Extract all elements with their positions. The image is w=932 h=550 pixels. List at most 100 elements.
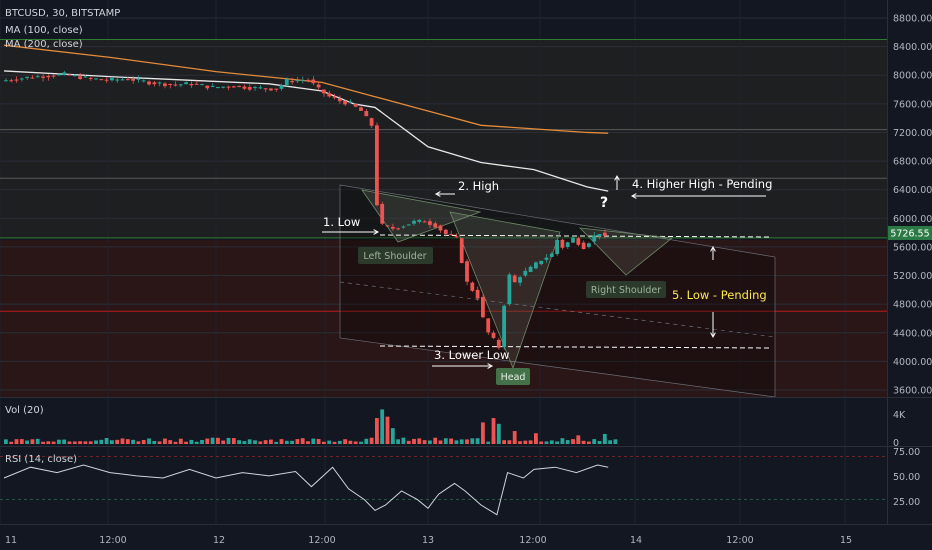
volume-bar <box>544 441 549 444</box>
candle-body <box>364 111 369 117</box>
candle-body <box>104 79 109 81</box>
volume-bar <box>518 441 522 444</box>
volume-bar <box>369 437 374 444</box>
volume-bar <box>205 438 210 444</box>
ma200-legend[interactable]: MA (200, close) <box>5 39 83 50</box>
volume-spike <box>576 435 581 444</box>
volume-bar <box>443 438 448 444</box>
candle-body <box>555 239 559 255</box>
rsi-legend: RSI (14, close) <box>5 454 77 465</box>
volume-bar <box>608 440 612 444</box>
volume-bar <box>194 441 199 444</box>
candle-body <box>51 75 56 77</box>
volume-bar <box>422 440 427 444</box>
volume-bar <box>25 440 29 444</box>
candle-body <box>120 79 125 81</box>
candle-body <box>263 88 268 90</box>
right-shoulder-shape <box>578 227 674 276</box>
volume-bar <box>465 439 469 444</box>
volume-bar <box>343 439 347 444</box>
time-tick-label: 12:00 <box>519 535 546 546</box>
rsi-pane <box>0 455 887 516</box>
head-and-shoulders-pattern <box>361 189 674 370</box>
volume-bar <box>295 439 300 444</box>
volume-bar <box>62 439 67 444</box>
candle-body <box>327 93 332 97</box>
volume-bar <box>364 438 369 444</box>
volume-spike <box>534 433 538 444</box>
volume-bar <box>253 440 257 444</box>
volume-bar <box>115 439 120 444</box>
volume-bar <box>237 440 241 444</box>
candle-body <box>242 86 247 89</box>
volume-spike <box>491 418 496 444</box>
volume-bar <box>242 441 247 444</box>
candle-body <box>597 234 602 237</box>
volume-bar <box>200 439 204 444</box>
volume-bar <box>221 440 226 444</box>
candle-body <box>231 86 236 88</box>
volume-bar <box>359 441 363 444</box>
time-axis[interactable]: 11 12:00 12 12:00 13 12:00 14 12:00 15 <box>5 535 852 546</box>
candle-body <box>30 77 35 79</box>
volume-bar <box>269 439 273 444</box>
rsi-tick-75: 75.00 <box>893 447 920 458</box>
arrow-range-down-head <box>710 332 716 339</box>
candle-body <box>4 80 8 82</box>
volume-bar <box>396 439 400 444</box>
candle-body <box>316 84 321 88</box>
candle-body <box>25 76 29 79</box>
candle-body <box>396 228 400 230</box>
candle-body <box>295 80 300 82</box>
volume-bar <box>438 440 443 444</box>
candle-body <box>306 79 310 81</box>
left-shoulder-box <box>358 247 433 264</box>
candle-body <box>136 78 141 80</box>
volume-bar <box>163 438 167 444</box>
candle-body <box>337 98 342 102</box>
candle-body <box>311 79 316 84</box>
volume-bar <box>279 439 284 444</box>
rsi-line <box>3 464 609 516</box>
volume-bar <box>322 441 326 444</box>
volume-bar <box>592 439 597 444</box>
time-tick-label: 12:00 <box>726 535 753 546</box>
price-axis[interactable]: 3600.00 4000.00 4400.00 4800.00 5200.00 5600.… <box>893 14 932 397</box>
volume-bar <box>486 441 491 444</box>
price-tick-label: 7600.00 <box>893 99 932 110</box>
volume-spike <box>385 416 390 444</box>
last-price-tag: 5726.55 <box>888 226 932 240</box>
volume-bar <box>41 441 45 444</box>
volume-bar <box>141 440 146 444</box>
volume-bar <box>475 438 480 444</box>
candle-body <box>284 79 289 85</box>
candle-body <box>83 76 88 78</box>
candle-body <box>147 81 151 85</box>
annotation-lower-low: 3. Lower Low <box>434 348 509 362</box>
volume-bar <box>311 438 316 444</box>
candle-body <box>332 96 337 98</box>
red-zone-background <box>0 239 887 397</box>
candle-body <box>587 243 591 247</box>
volume-bar <box>401 437 406 444</box>
candle-body <box>46 75 51 78</box>
volume-bar <box>571 439 575 444</box>
candle-body <box>549 253 554 257</box>
candle-body <box>390 226 395 229</box>
volume-bar <box>613 439 618 444</box>
candle-body <box>428 221 432 225</box>
time-tick-label: 11 <box>5 535 17 546</box>
candle-body <box>14 79 19 81</box>
volume-bar <box>348 440 353 444</box>
ma100-legend[interactable]: MA (100, close) <box>5 25 83 36</box>
candle-body <box>269 88 273 91</box>
volume-bar <box>216 437 220 444</box>
volume-bar <box>263 440 268 444</box>
volume-spike <box>380 409 385 444</box>
volume-bar <box>560 438 565 444</box>
volume-bar <box>290 440 294 444</box>
volume-bar <box>67 441 72 444</box>
time-tick-label: 12:00 <box>99 535 126 546</box>
symbol-title: BTCUSD, 30, BITSTAMP <box>5 8 120 19</box>
